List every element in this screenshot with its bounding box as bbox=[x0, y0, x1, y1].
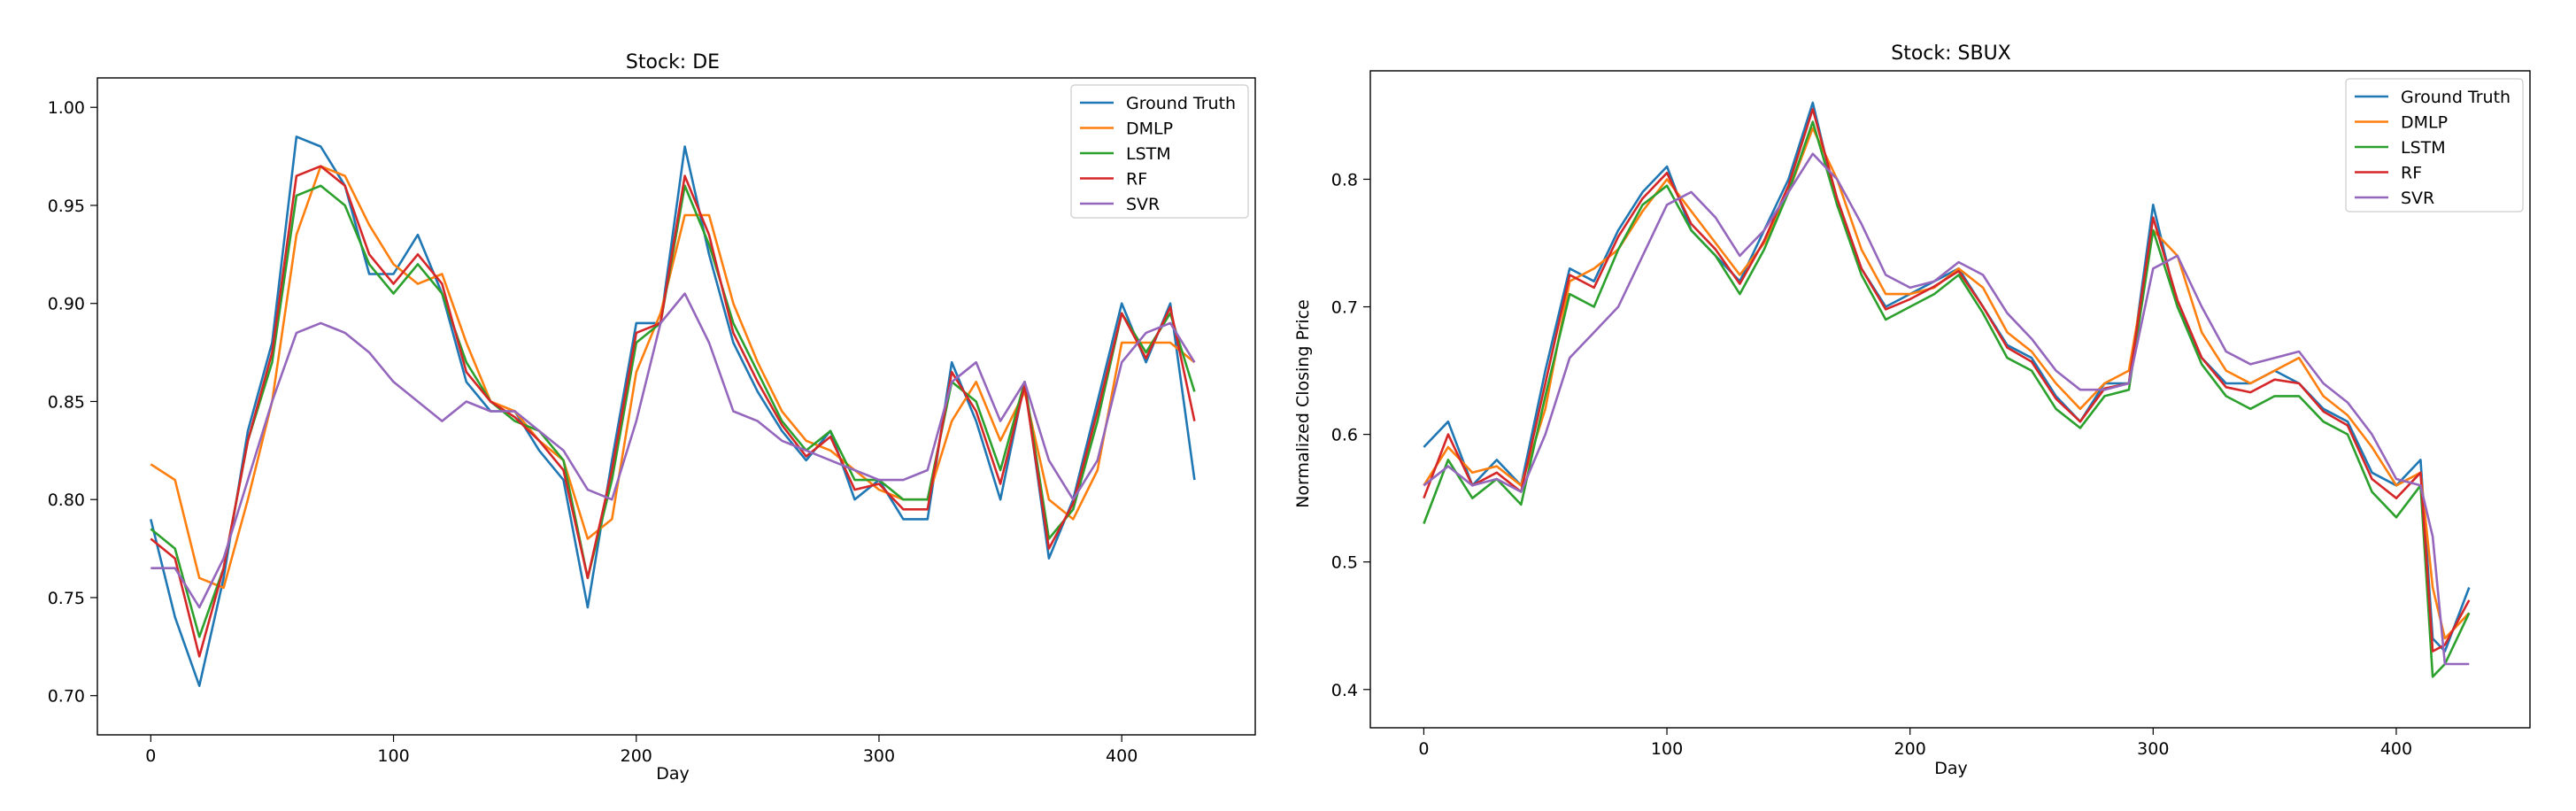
x-tick-label: 400 bbox=[2380, 739, 2412, 759]
y-tick-label: 0.80 bbox=[48, 490, 85, 510]
legend-frame bbox=[2345, 78, 2524, 212]
legend-frame bbox=[1070, 84, 1249, 219]
legend-label: RF bbox=[2401, 164, 2422, 183]
legend-label: DMLP bbox=[1126, 120, 1173, 139]
x-tick-label: 400 bbox=[1106, 746, 1138, 766]
y-tick-label: 0.75 bbox=[48, 589, 85, 608]
y-tick-label: 0.85 bbox=[48, 392, 85, 412]
y-tick-label: 1.00 bbox=[48, 98, 85, 118]
axes-frame bbox=[96, 77, 1256, 736]
legend-label: RF bbox=[1126, 170, 1147, 189]
x-tick-label: 0 bbox=[145, 746, 156, 766]
x-tick-label: 300 bbox=[863, 746, 895, 766]
legend: Ground Truth DMLP LSTM RF SVR bbox=[1070, 84, 1249, 219]
legend-label: SVR bbox=[2401, 189, 2434, 208]
legend: Ground Truth DMLP LSTM RF SVR bbox=[2345, 78, 2524, 212]
axes-frame bbox=[1369, 70, 2531, 729]
x-tick-label: 0 bbox=[1418, 739, 1429, 759]
legend-label: LSTM bbox=[2401, 138, 2446, 158]
legend-label: LSTM bbox=[1126, 144, 1171, 164]
legend-label: Ground Truth bbox=[2401, 88, 2510, 107]
legend-label: SVR bbox=[1126, 195, 1160, 214]
series-line-svr bbox=[150, 292, 1196, 609]
series-line-dmlp bbox=[1423, 127, 2471, 640]
y-tick-label: 0.6 bbox=[1331, 426, 1358, 445]
legend-label: Ground Truth bbox=[1126, 94, 1236, 113]
y-tick-label: 0.4 bbox=[1331, 681, 1358, 700]
x-axis-label: Day bbox=[656, 764, 690, 784]
x-tick-label: 300 bbox=[2137, 739, 2169, 759]
y-tick-label: 0.7 bbox=[1331, 298, 1358, 318]
x-tick-label: 200 bbox=[621, 746, 652, 766]
plot-area: 0 100 200 300 400 0.70 0.75 0.80 0.85 0.90 0.95 1.0… bbox=[48, 77, 1256, 766]
x-axis-label: Day bbox=[1934, 759, 1968, 778]
x-tick-label: 100 bbox=[1651, 739, 1683, 759]
chart-de: Stock: DE Day 0 100 200 300 4000.700.750.800… bbox=[48, 51, 1256, 784]
chart-title: Stock: DE bbox=[626, 51, 720, 73]
chart-sbux: Stock: SBUX Day Normalized Closing Price… bbox=[1293, 42, 2531, 778]
series-line-rf bbox=[1423, 107, 2471, 653]
chart-title: Stock: SBUX bbox=[1891, 42, 2011, 65]
series-line-lstm bbox=[1423, 120, 2471, 678]
y-tick-label: 0.8 bbox=[1331, 170, 1358, 189]
series-line-ground-truth bbox=[150, 135, 1196, 687]
x-tick-label: 200 bbox=[1894, 739, 1926, 759]
series-line-rf bbox=[150, 165, 1196, 658]
y-tick-label: 0.95 bbox=[48, 197, 85, 216]
plot-area: 0 100 200 300 400 0.4 0.5 0.6 0.7 0.8 Ground Truth… bbox=[1331, 70, 2531, 759]
x-tick-label: 100 bbox=[377, 746, 409, 766]
y-tick-label: 0.90 bbox=[48, 295, 85, 314]
series-line-svr bbox=[1423, 152, 2470, 666]
y-axis-label: Normalized Closing Price bbox=[1293, 299, 1313, 508]
legend-label: DMLP bbox=[2401, 113, 2448, 133]
y-tick-label: 0.70 bbox=[48, 687, 85, 707]
y-tick-label: 0.5 bbox=[1331, 553, 1358, 573]
